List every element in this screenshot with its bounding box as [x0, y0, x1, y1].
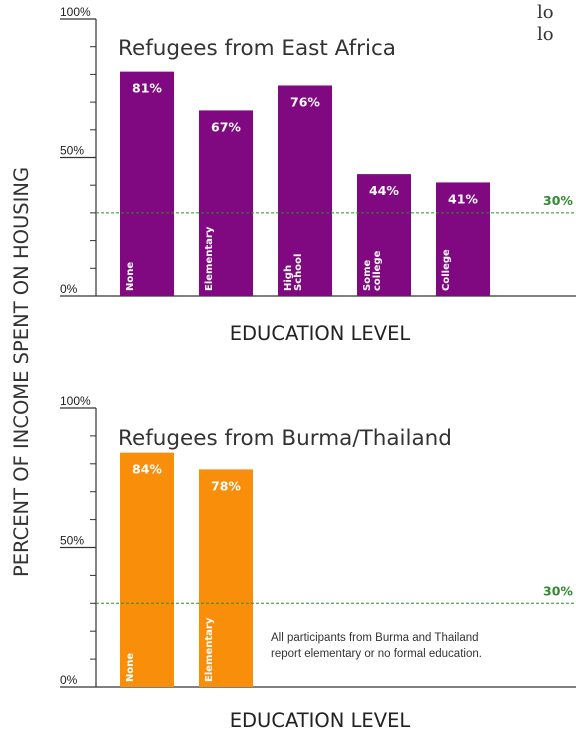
bar-category-label-line: School — [293, 254, 304, 291]
bar-category-label: None — [125, 653, 136, 682]
bar-category-label-line: college — [372, 250, 383, 291]
clipped-text-line-1: lo — [537, 2, 554, 23]
bar-category-label: HighSchool — [283, 254, 304, 291]
bar — [199, 469, 253, 687]
bar-category-label-line: High — [283, 265, 294, 291]
bar-value-label: 84% — [132, 462, 162, 477]
bar-value-label: 76% — [290, 94, 320, 109]
bar-category-label: College — [441, 249, 452, 291]
y-tick-label: 100% — [60, 394, 91, 408]
y-tick-label: 50% — [60, 144, 84, 158]
bar — [436, 182, 490, 296]
x-axis-label: EDUCATION LEVEL — [230, 322, 411, 345]
bar-value-label: 44% — [369, 183, 399, 198]
y-axis-label: PERCENT OF INCOME SPENT ON HOUSING — [10, 167, 33, 577]
bar-category-label: Somecollege — [362, 250, 383, 291]
annotation-line: All participants from Burma and Thailand — [271, 632, 479, 644]
bar-value-label: 41% — [448, 191, 478, 206]
reference-line-label: 30% — [543, 193, 573, 208]
bar-value-label: 67% — [211, 119, 241, 134]
bar-value-label: 81% — [132, 81, 162, 96]
bar — [278, 85, 332, 296]
y-tick-label: 0% — [60, 673, 78, 687]
chart-title: Refugees from Burma/Thailand — [118, 426, 452, 451]
chart-panel-1: 0% 50% 100% 81% None 67% Elementary 76% HighScho… — [60, 5, 576, 345]
bar-value-label: 78% — [211, 478, 241, 493]
chart-title: Refugees from East Africa — [118, 36, 396, 61]
bar — [357, 174, 411, 296]
y-tick-label: 0% — [60, 282, 78, 296]
bar-category-label: Elementary — [204, 617, 215, 682]
chart-panel-2: 0% 50% 100% 84% None 78% Elementary 30% Refugees… — [60, 394, 576, 731]
bar — [120, 71, 174, 296]
bar-category-label: Elementary — [204, 226, 215, 291]
clipped-text-line-2: lo — [537, 24, 554, 45]
y-tick-label: 100% — [60, 5, 91, 19]
bar-category-label: None — [125, 262, 136, 291]
bar — [120, 452, 174, 687]
bar-category-label-line: Some — [362, 260, 373, 291]
bar — [199, 110, 253, 296]
x-axis-label: EDUCATION LEVEL — [230, 709, 411, 731]
clipped-side-text: lo lo — [537, 2, 576, 46]
annotation-line: report elementary or no formal education… — [271, 648, 482, 660]
y-tick-label: 50% — [60, 534, 84, 548]
reference-line-label: 30% — [543, 583, 573, 598]
chart-panels: 0% 50% 100% 81% None 67% Elementary 76% HighScho… — [60, 5, 576, 731]
